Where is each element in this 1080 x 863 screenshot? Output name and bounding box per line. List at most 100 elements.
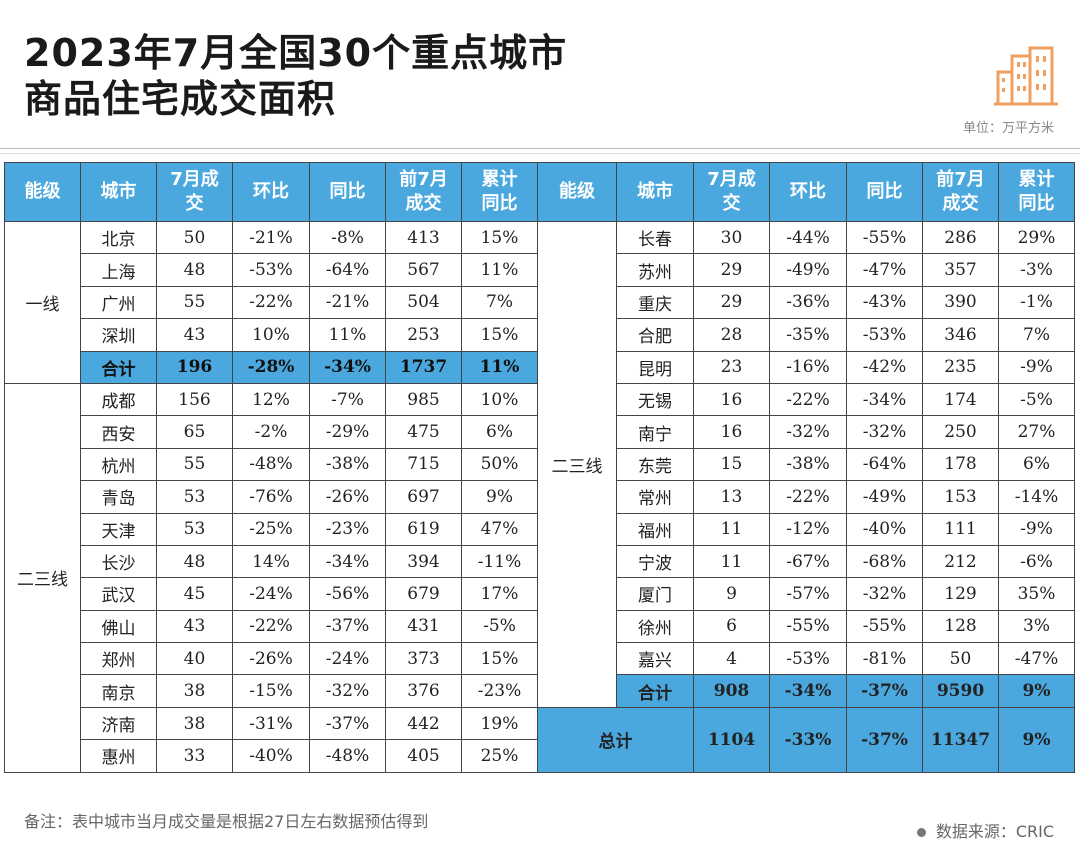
- value-cell: -23%: [309, 512, 386, 546]
- value-cell: 12%: [232, 382, 310, 417]
- value-cell: 6%: [461, 415, 538, 449]
- value-cell: 3%: [998, 609, 1075, 644]
- data-table: 能级 城市 7月成交 环比 同比 前7月 成交 累计 同比 能级 城市 7月成交 环…: [4, 162, 1075, 773]
- city-cell: 深圳: [80, 318, 157, 352]
- city-cell: 郑州: [80, 642, 157, 676]
- value-cell: 7%: [461, 285, 538, 320]
- title-line-1: 2023年7月全国30个重点城市: [24, 31, 568, 75]
- value-cell: 16: [693, 415, 770, 449]
- value-cell: 29: [693, 253, 770, 287]
- value-cell: -32%: [309, 674, 386, 708]
- city-cell: 武汉: [80, 577, 157, 611]
- header-ytd: 前7月 成交: [922, 162, 999, 222]
- value-cell: -32%: [846, 415, 923, 449]
- value-cell: -2%: [232, 415, 310, 449]
- value-cell: 286: [922, 220, 999, 255]
- city-cell: 东莞: [616, 447, 694, 482]
- table-row: 合计 196 -28% -34% 1737 11% 昆明 23 -16% -42% 235 -9%: [5, 350, 1075, 384]
- value-cell: 7%: [998, 318, 1075, 352]
- city-cell: 苏州: [616, 253, 694, 287]
- value-cell: -8%: [309, 220, 386, 255]
- header-july: 7月成交: [156, 162, 233, 222]
- city-buildings-icon: [994, 46, 1058, 106]
- value-cell: 715: [385, 447, 462, 482]
- total-value-cell: 11347: [922, 706, 999, 773]
- value-cell: 10%: [232, 318, 310, 352]
- city-cell: 济南: [80, 706, 157, 741]
- value-cell: -49%: [769, 253, 847, 287]
- value-cell: -22%: [769, 382, 847, 417]
- value-cell: 65: [156, 415, 233, 449]
- value-cell: -40%: [846, 512, 923, 546]
- value-cell: 30: [693, 220, 770, 255]
- value-cell: 38: [156, 674, 233, 708]
- value-cell: 35%: [998, 577, 1075, 611]
- value-cell: -64%: [846, 447, 923, 482]
- value-cell: -5%: [461, 609, 538, 644]
- total-value-cell: -37%: [846, 706, 923, 773]
- value-cell: -32%: [846, 577, 923, 611]
- value-cell: 28: [693, 318, 770, 352]
- value-cell: -32%: [769, 415, 847, 449]
- value-cell: -53%: [846, 318, 923, 352]
- value-cell: -28%: [232, 350, 310, 384]
- value-cell: 55: [156, 447, 233, 482]
- value-cell: -44%: [769, 220, 847, 255]
- city-cell: 西安: [80, 415, 157, 449]
- value-cell: -57%: [769, 577, 847, 611]
- header-tier: 能级: [537, 162, 617, 222]
- city-cell: 无锡: [616, 382, 694, 417]
- value-cell: 390: [922, 285, 999, 320]
- city-cell: 昆明: [616, 350, 694, 384]
- city-cell: 宁波: [616, 544, 694, 579]
- value-cell: 9: [693, 577, 770, 611]
- value-cell: -48%: [232, 447, 310, 482]
- value-cell: 11: [693, 544, 770, 579]
- value-cell: 212: [922, 544, 999, 579]
- value-cell: 43: [156, 609, 233, 644]
- value-cell: 11: [693, 512, 770, 546]
- table-row: 佛山 43 -22% -37% 431 -5% 徐州 6 -55% -55% 128 3%: [5, 609, 1075, 644]
- header-mom: 环比: [232, 162, 310, 222]
- value-cell: 15%: [461, 220, 538, 255]
- table-row: 二三线 成都 156 12% -7% 985 10% 无锡 16 -22% -34% 174 -5%: [4, 382, 1075, 773]
- data-source: 数据来源：CRIC: [916, 818, 1054, 842]
- value-cell: 174: [922, 382, 999, 417]
- city-cell: 嘉兴: [616, 642, 694, 676]
- value-cell: 405: [385, 739, 462, 773]
- value-cell: -16%: [769, 350, 847, 384]
- value-cell: 235: [922, 350, 999, 384]
- value-cell: 53: [156, 480, 233, 514]
- header-tier: 能级: [4, 162, 81, 222]
- tier-label: 一线: [4, 221, 81, 384]
- city-cell: 长春: [616, 220, 694, 255]
- city-cell: 成都: [80, 382, 157, 417]
- value-cell: 38: [156, 706, 233, 741]
- value-cell: -49%: [846, 480, 923, 514]
- value-cell: 111: [922, 512, 999, 546]
- value-cell: 394: [385, 544, 462, 579]
- value-cell: 128: [922, 609, 999, 644]
- value-cell: 196: [156, 350, 233, 384]
- footnote: 备注：表中城市当月成交量是根据27日左右数据预估得到: [24, 812, 429, 831]
- bullet-dot-icon: [916, 828, 926, 837]
- value-cell: 346: [922, 318, 999, 352]
- value-cell: -81%: [846, 642, 923, 676]
- value-cell: -6%: [998, 544, 1075, 579]
- city-cell: 上海: [80, 253, 157, 287]
- value-cell: -55%: [846, 609, 923, 644]
- value-cell: -12%: [769, 512, 847, 546]
- tier-label: 二三线: [537, 221, 617, 708]
- table-row: 一线 北京 50 -21% -8% 413 15% 二三线 长春 30 -44% -55% 286 29%: [4, 220, 1075, 708]
- value-cell: -37%: [309, 609, 386, 644]
- city-cell: 常州: [616, 480, 694, 514]
- value-cell: -68%: [846, 544, 923, 579]
- value-cell: 17%: [461, 577, 538, 611]
- value-cell: -9%: [998, 350, 1075, 384]
- value-cell: -37%: [846, 674, 923, 708]
- value-cell: 253: [385, 318, 462, 352]
- value-cell: 4: [693, 642, 770, 676]
- value-cell: -34%: [309, 350, 386, 384]
- value-cell: -31%: [232, 706, 310, 741]
- city-cell: 长沙: [80, 544, 157, 579]
